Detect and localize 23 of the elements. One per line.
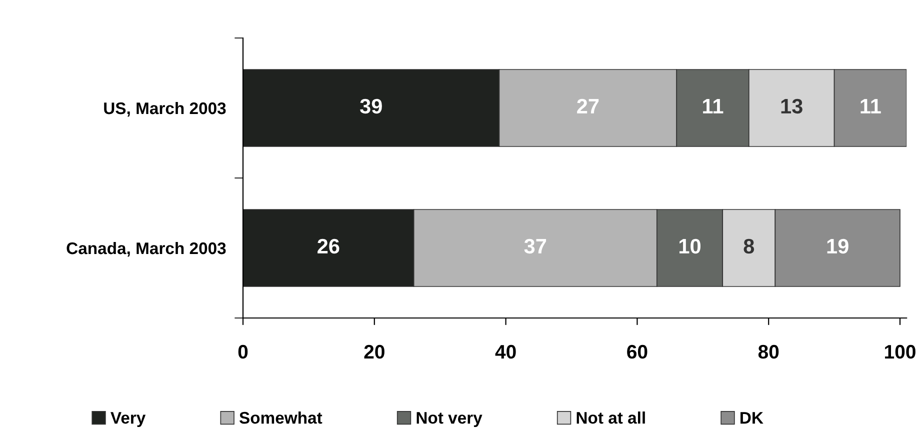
data-label: 13 (781, 98, 802, 114)
legend-label: DK (740, 412, 764, 424)
y-tick-label: US, March 2003 (104, 102, 226, 117)
legend-label: Not at all (576, 411, 645, 424)
data-label: 39 (360, 98, 382, 114)
data-label: 27 (577, 98, 599, 114)
x-tick-label: 60 (627, 344, 648, 359)
legend-label: Not very (416, 412, 482, 428)
legend-label: Very (110, 412, 146, 428)
data-label: 11 (860, 99, 881, 114)
data-label: 19 (827, 238, 848, 254)
data-label: 11 (703, 99, 724, 114)
data-label: 37 (524, 238, 546, 254)
data-label: 10 (679, 238, 700, 254)
x-tick-label: 80 (758, 344, 779, 359)
data-label: 26 (318, 238, 340, 254)
x-tick-label: 0 (238, 344, 248, 359)
x-tick-label: 100 (885, 344, 916, 359)
y-tick-label: Canada, March 2003 (66, 242, 226, 257)
x-tick-label: 20 (364, 344, 384, 359)
legend-label: Somewhat (239, 411, 322, 424)
data-label: 8 (744, 238, 754, 254)
x-tick-label: 40 (495, 344, 516, 359)
